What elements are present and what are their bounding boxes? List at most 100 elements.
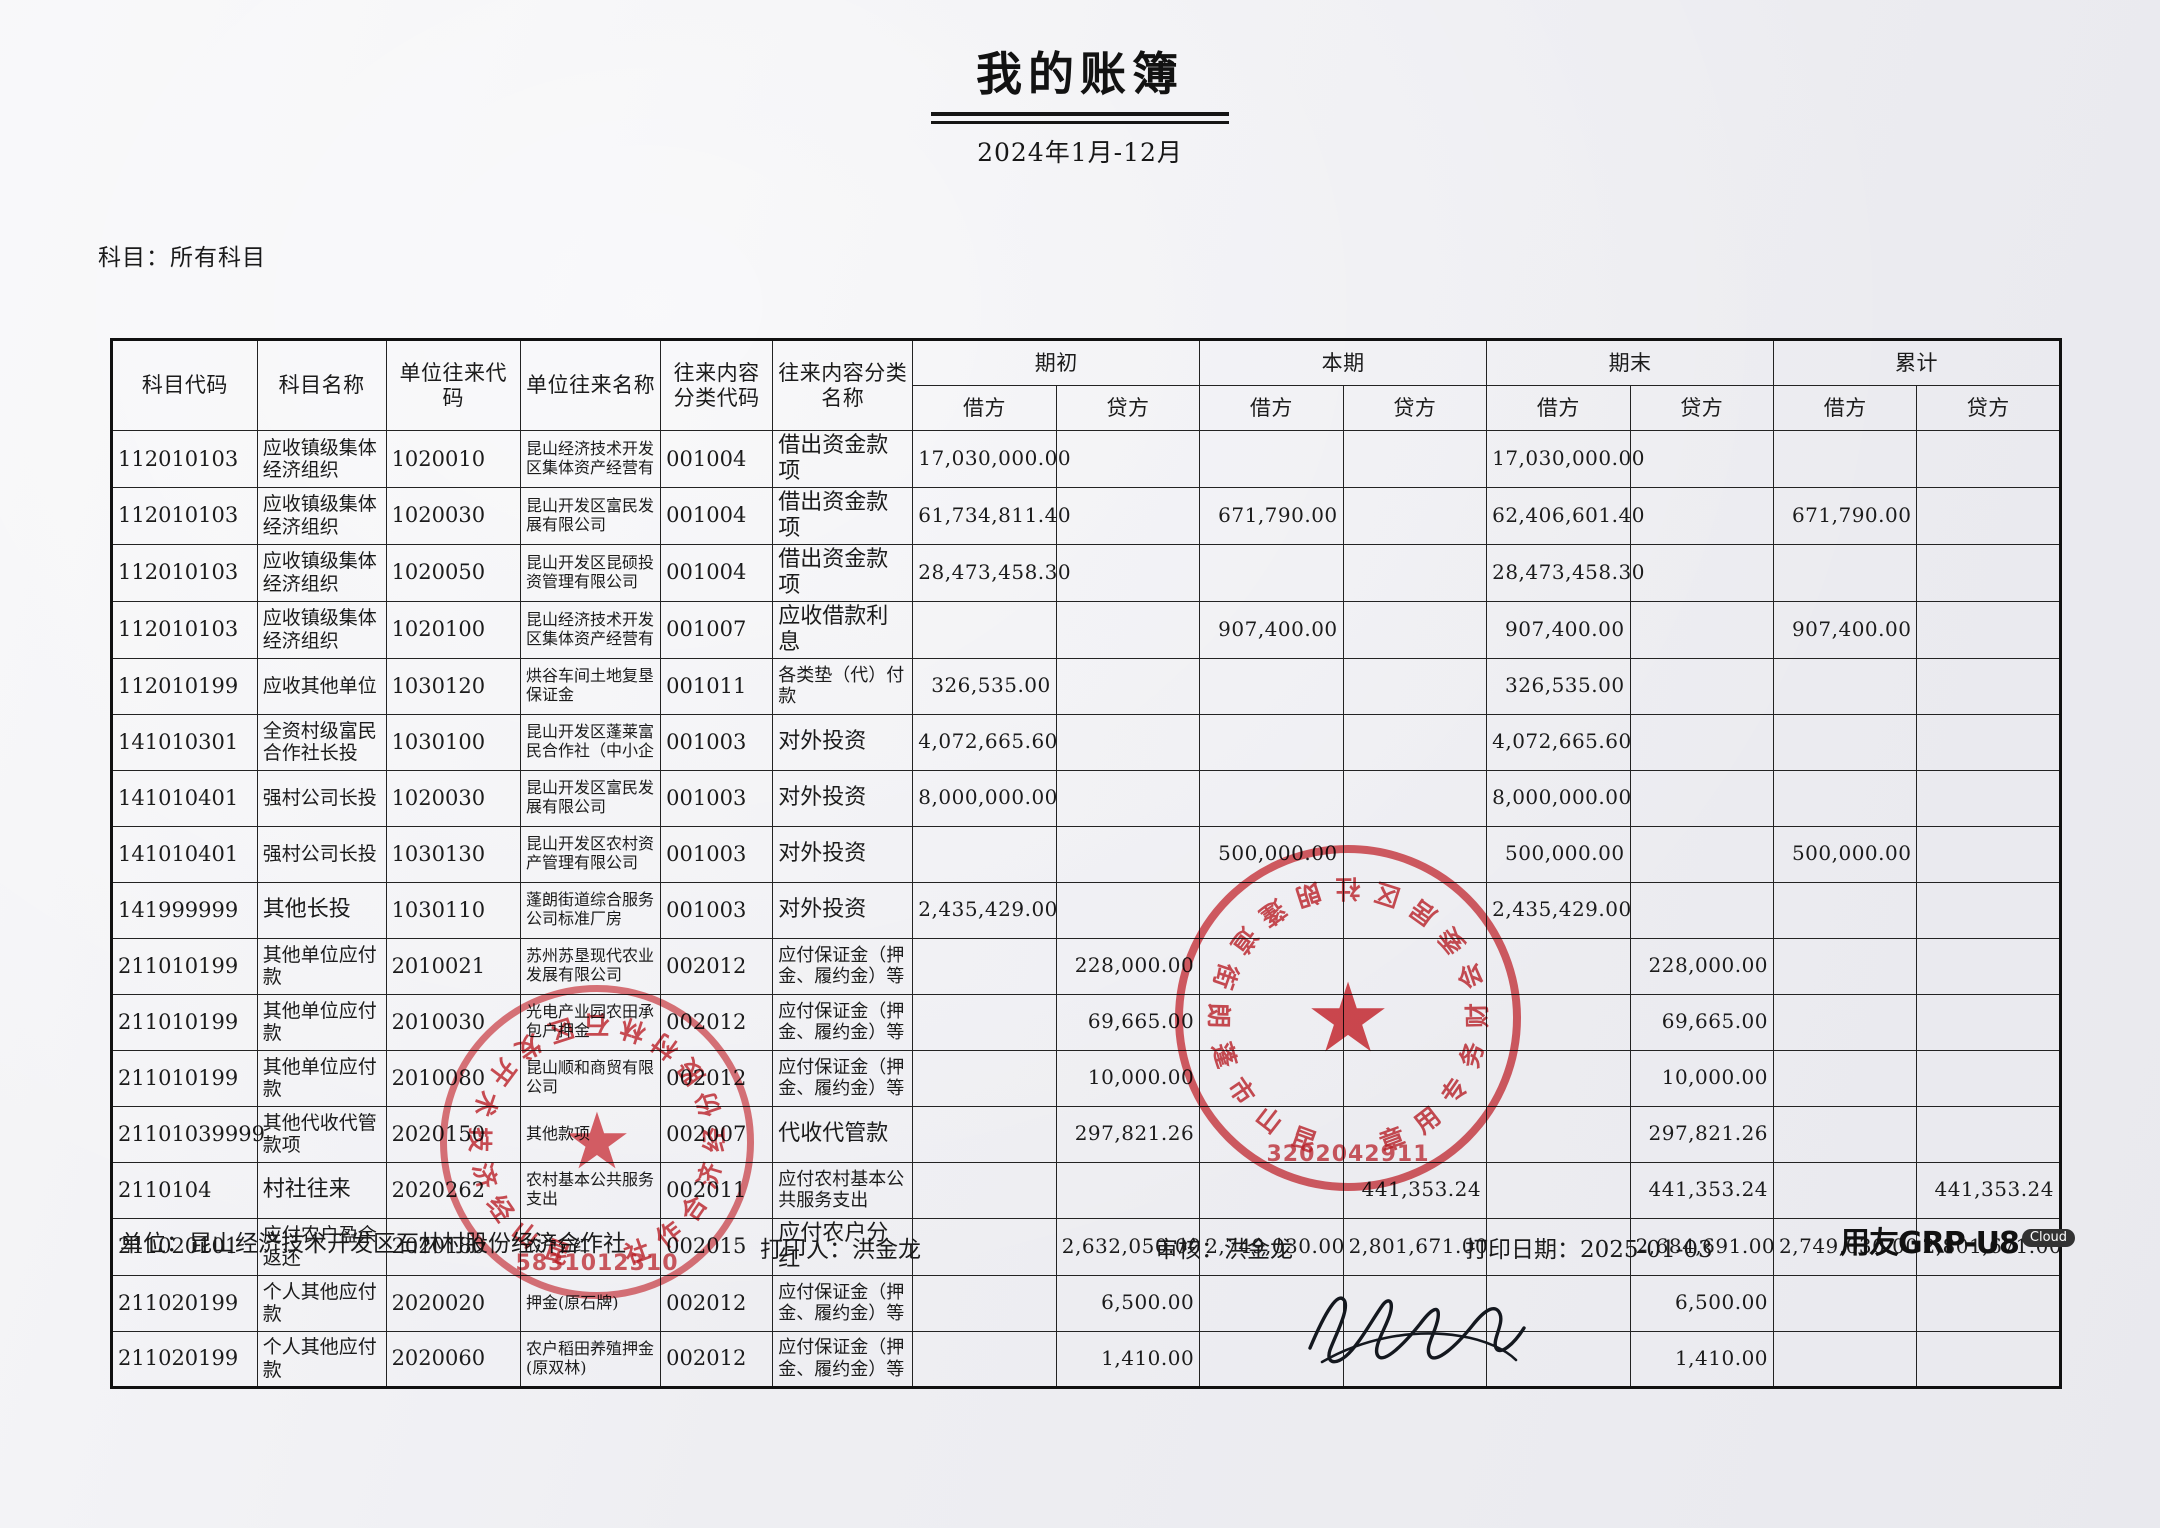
cell-cumulative-credit [1916,600,2061,659]
cell-current-credit [1342,1330,1488,1388]
cell-current-credit [1342,657,1488,715]
cell-opening-credit [1055,657,1201,715]
col-opening-credit: 贷方 [1055,385,1201,431]
col-group-current: 本期 [1199,339,1488,386]
table-row: 141999999 其他长投 1030110 蓬朗街道综合服务公司标准厂房 001003… [111,881,2061,939]
cell-closing-debit: 326,535.00 [1486,657,1631,715]
cell-closing-debit: 4,072,665.60 [1486,713,1631,771]
cell-current-credit: 2,801,671.00 [1342,1217,1488,1276]
cell-unit-code: 1030110 [385,881,522,939]
cell-current-credit [1342,993,1488,1051]
cell-cumulative-debit [1773,713,1918,771]
cell-cumulative-debit: 907,400.00 [1773,600,1918,659]
vendor-logo-badge: Cloud [2021,1229,2076,1247]
cell-opening-credit [1055,825,1201,883]
col-group-closing: 期末 [1486,339,1775,386]
cell-current-credit [1342,543,1488,602]
cell-subject-code: 211020199 [111,1330,258,1388]
footer-printer: 打印人：洪金龙 [760,1230,921,1264]
cell-closing-debit: 500,000.00 [1486,825,1631,883]
table-row: 211010199 其他单位应付款 2010030 光电产业园农田承包户押金 00201… [111,993,2061,1051]
cell-cat-name: 应付农户分红 [772,1217,914,1276]
cell-subject-code: 211020101 [111,1217,258,1276]
cell-current-debit [1199,713,1344,771]
cell-opening-debit: 8,000,000.00 [912,769,1057,827]
cell-opening-debit [912,1330,1057,1388]
col-closing-debit: 借方 [1486,385,1631,431]
cell-closing-credit [1629,600,1775,659]
cell-cumulative-credit [1916,937,2061,995]
cell-opening-debit [912,600,1057,659]
col-unit-code: 单位往来代码 [385,339,522,431]
cell-subject-code: 112010103 [111,600,258,659]
cell-cumulative-debit [1773,993,1918,1051]
table-row: 211020199 个人其他应付款 2020020 押金(原石牌) 002012 应付保证… [111,1274,2061,1332]
cell-opening-credit: 1,410.00 [1055,1330,1201,1388]
cell-unit-code: 2010021 [385,937,522,995]
cell-cumulative-debit [1773,1274,1918,1332]
cell-subject-code: 21101039999 [111,1105,265,1163]
cell-current-debit: 500,000.00 [1199,825,1344,883]
cell-unit-code: 1020010 [385,430,522,488]
header-sub-row: 借方 贷方 借方 贷方 借方 贷方 借方 贷方 [112,385,2061,431]
cell-unit-code: 2010080 [385,1049,522,1107]
cell-closing-credit: 6,500.00 [1629,1274,1775,1332]
cell-current-debit [1199,1105,1344,1163]
cell-closing-debit [1486,1274,1631,1332]
cell-current-credit [1342,1274,1488,1332]
cell-cumulative-credit [1916,543,2061,602]
col-cumulative-debit: 借方 [1773,385,1918,431]
cell-closing-credit: 1,410.00 [1629,1330,1775,1388]
cell-current-credit [1342,1049,1488,1107]
cell-opening-debit [912,1049,1057,1107]
cell-closing-debit [1486,1105,1631,1163]
col-closing-credit: 贷方 [1629,385,1775,431]
title-divider [931,112,1229,124]
cell-cumulative-credit [1916,1049,2061,1107]
cell-cat-name: 借出资金款项 [772,543,914,602]
cell-cumulative-credit [1916,769,2061,827]
cell-unit-name: 昆山开发区富民发展有限公司 [520,486,662,545]
footer-auditor-value: 洪金龙 [1224,1237,1293,1263]
cell-subject-name: 应收其他单位 [256,657,387,715]
cell-unit-name: 其他款项 [520,1105,662,1163]
cell-cumulative-debit [1773,1330,1918,1388]
cell-closing-credit [1629,769,1775,827]
cell-closing-debit [1486,1161,1631,1219]
table-row: 211010199 其他单位应付款 2010021 苏州苏垦现代农业发展有限公司 002… [111,937,2061,995]
cell-cumulative-credit: 441,353.24 [1916,1161,2061,1219]
cell-closing-credit: 69,665.00 [1629,993,1775,1051]
cell-cumulative-debit [1773,937,1918,995]
cell-current-credit [1342,1105,1488,1163]
cell-opening-credit [1055,600,1201,659]
cell-cat-name: 应付保证金（押金、履约金）等 [772,1274,914,1332]
cell-opening-credit: 10,000.00 [1055,1049,1201,1107]
cell-subject-name: 其他单位应付款 [256,993,387,1051]
cell-cumulative-credit [1916,486,2061,545]
cell-cat-name: 应付保证金（押金、履约金）等 [772,937,914,995]
cell-current-credit [1342,430,1488,488]
col-subject-name: 科目名称 [256,339,387,431]
table-row: 112010199 应收其他单位 1030120 烘谷车间土地复垦保证金 001011 各… [111,657,2061,715]
cell-current-credit [1342,486,1488,545]
cell-cumulative-credit [1916,430,2061,488]
footer-printer-label: 打印人： [760,1237,852,1263]
cell-subject-code: 141010401 [111,769,258,827]
cell-cat-name: 借出资金款项 [772,430,914,488]
cell-closing-credit [1629,486,1775,545]
cell-unit-name: 昆山经济技术开发区集体资产经营有 [520,430,662,488]
cell-cumulative-credit [1916,881,2061,939]
subject-filter-label: 科目：所有科目 [98,245,266,271]
cell-opening-debit [912,825,1057,883]
cell-unit-name: 昆山开发区农村资产管理有限公司 [520,825,662,883]
cell-closing-credit: 10,000.00 [1629,1049,1775,1107]
vendor-logo-text: 用友GRP-U8 [1840,1226,2020,1261]
cell-cat-code: 002012 [660,993,774,1051]
cell-cat-code: 001003 [660,769,774,827]
table-row: 141010401 强村公司长投 1020030 昆山开发区富民发展有限公司 00100… [111,769,2061,827]
cell-unit-code: 1020050 [385,543,522,602]
cell-subject-name: 应收镇级集体经济组织 [256,486,387,545]
cell-cumulative-credit [1916,657,2061,715]
cell-closing-debit: 62,406,601.40 [1486,486,1644,545]
cell-subject-name: 其他单位应付款 [256,1049,387,1107]
